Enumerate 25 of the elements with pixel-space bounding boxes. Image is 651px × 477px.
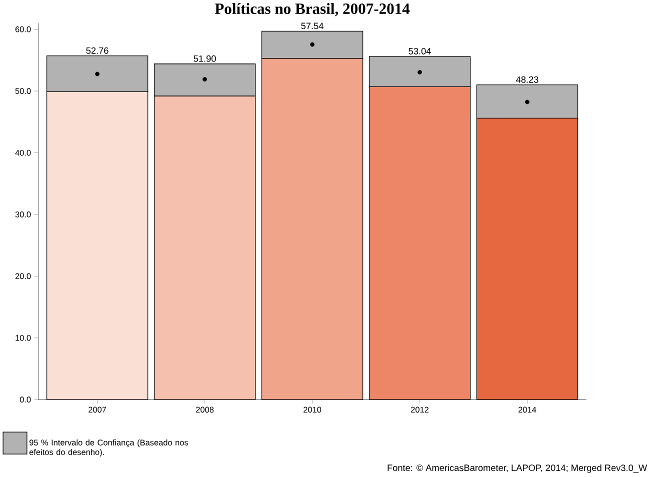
text: 95 % Intervalo de Confiança (Baseado nos efeitos do desenho). <box>29 440 188 457</box>
data-label: 52.76 <box>86 47 108 54</box>
y-tick-label: 40.0 <box>15 150 31 156</box>
y-tick-label: 30.0 <box>15 212 31 218</box>
data-label: 53.04 <box>408 48 431 55</box>
data-label: 51.90 <box>194 56 216 62</box>
point <box>418 70 422 75</box>
point <box>202 77 207 82</box>
y-tick-label: 0.0 <box>20 396 31 403</box>
y-tick-label: 60.0 <box>15 26 31 32</box>
y-tick-label: 50.0 <box>15 88 31 94</box>
x-tick-label: 2010 <box>304 406 322 413</box>
x-tick-label: 2008 <box>196 406 214 413</box>
data-label: 48.23 <box>516 76 538 83</box>
x-tick-label: 2012 <box>411 406 429 413</box>
chart-title: Políticas no Brasil, 2007-2014 <box>214 3 410 16</box>
point <box>310 42 314 47</box>
source-note: Fonte: © AmericasBarometer, LAPOP, 2014; Merged Rev3.0_W <box>388 464 648 473</box>
y-tick-label: 20.0 <box>15 273 31 280</box>
data-label: 57.54 <box>301 22 324 30</box>
y-tick-label: 10.0 <box>16 335 31 341</box>
point <box>525 100 530 104</box>
point <box>95 72 100 76</box>
x-tick-label: 2007 <box>88 406 106 413</box>
x-tick-label: 2014 <box>518 406 536 413</box>
